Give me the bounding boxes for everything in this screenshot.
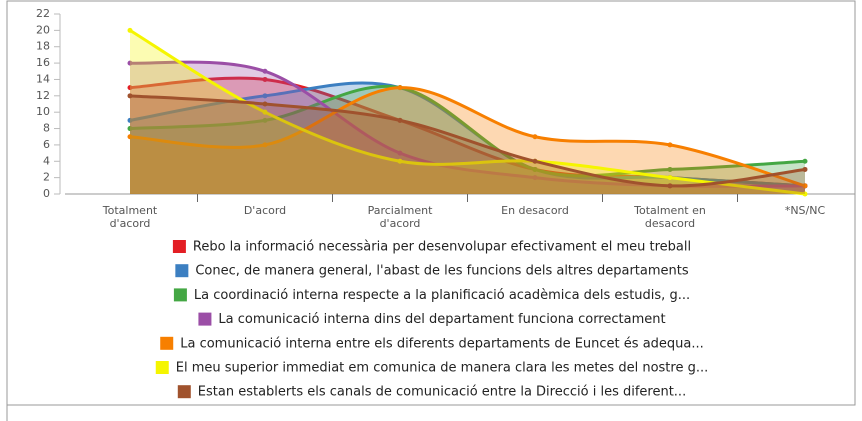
point [262,101,268,107]
y-tick-label: 16 [36,56,50,69]
point [127,93,133,99]
legend-label: El meu superior immediat em comunica de … [176,361,708,376]
legend-label: La coordinació interna respecte a la pla… [194,288,690,303]
point [397,117,403,123]
legend-label: La comunicació interna entre els diferen… [180,336,704,351]
point [262,142,268,148]
legend-item: Rebo la informació necessària per desenv… [172,240,691,255]
point [262,68,268,74]
point [532,158,538,164]
legend-swatch [175,264,189,278]
legend-item: Estan establerts els canals de comunicac… [177,385,686,400]
legend-item: El meu superior immediat em comunica de … [155,361,708,376]
y-tick-label: 8 [43,122,50,135]
legend-label: Conec, de manera general, l'abast de les… [195,264,689,279]
line [129,86,806,188]
point [532,175,538,181]
legend-swatch [173,288,187,302]
point [262,93,268,99]
legend-item: La coordinació interna respecte a la pla… [173,288,690,303]
point [397,150,403,156]
area [130,30,805,195]
point [397,85,403,91]
point [127,134,133,140]
line [129,29,806,196]
point [802,158,808,164]
area [130,95,805,194]
y-tick-label: 2 [43,171,50,184]
point [802,191,808,197]
point [127,60,133,66]
legend-label: Estan establerts els canals de comunicac… [198,385,686,400]
x-tick-label: *NS/NC [785,204,826,217]
x-tick-label: Totalment d'acord [102,204,158,230]
y-tick-label: 12 [36,89,50,102]
point [262,109,268,115]
point [397,158,403,164]
y-tick-label: 0 [43,187,50,200]
point [532,166,538,172]
y-tick-label: 4 [43,154,50,167]
area [130,62,805,195]
legend-item: Conec, de manera general, l'abast de les… [175,264,689,279]
point [127,117,133,123]
line [129,94,806,188]
point [127,85,133,91]
legend-swatch [160,336,174,350]
legend-swatch [198,312,212,326]
legend-swatch [155,361,169,374]
point [262,117,268,123]
y-tick-label: 10 [36,105,50,118]
x-tick-label: D'acord [244,204,286,217]
y-tick-label: 6 [43,138,50,151]
y-tick-label: 20 [36,23,50,36]
legend-item: La comunicació interna entre els diferen… [160,336,704,351]
frame [6,0,856,421]
y-tick-label: 14 [36,72,50,85]
point [667,142,673,148]
x-tick-label: En desacord [501,204,569,217]
point [262,76,268,82]
x-tick-label: Parcialment d'acord [368,204,434,230]
y-tick-label: 22 [36,7,50,20]
point [667,183,673,189]
legend-label: La comunicació interna dins del departam… [218,312,665,327]
legend-swatch [172,240,186,253]
legend-label: Rebo la informació necessària per desenv… [193,240,691,255]
point [127,27,133,33]
legend-swatch [177,385,191,399]
point [667,166,673,172]
x-tick-label: Totalment en desacord [633,204,706,230]
point [667,175,673,181]
y-tick-label: 18 [36,40,50,53]
point [802,183,808,189]
point [802,166,808,172]
point [532,134,538,140]
legend-item: La comunicació interna dins del departam… [198,312,666,327]
line [129,84,806,178]
point [127,126,133,132]
